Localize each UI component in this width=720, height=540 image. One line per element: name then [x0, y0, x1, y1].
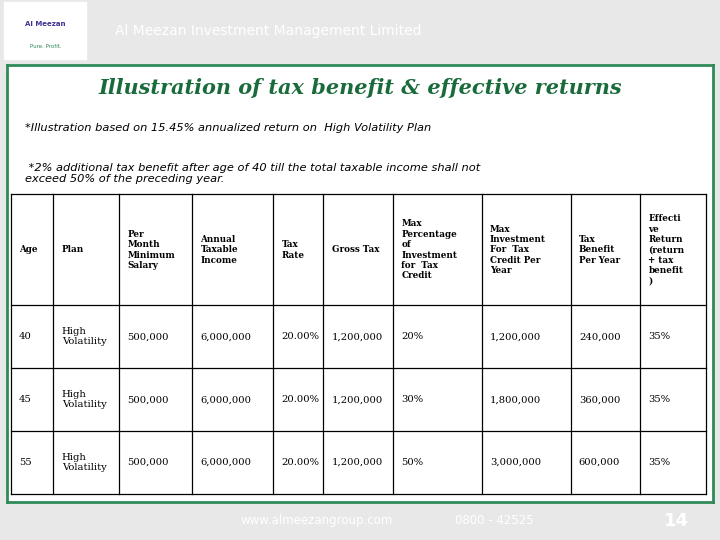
Text: 20.00%: 20.00%	[282, 395, 320, 404]
Text: High
Volatility: High Volatility	[62, 390, 107, 409]
Text: 40: 40	[19, 332, 32, 341]
Text: 1,200,000: 1,200,000	[490, 332, 541, 341]
Text: 6,000,000: 6,000,000	[201, 395, 251, 404]
Text: Max
Percentage
of
Investment
for  Tax
Credit: Max Percentage of Investment for Tax Cre…	[401, 219, 457, 280]
Text: Al Meezan Investment Management Limited: Al Meezan Investment Management Limited	[115, 24, 422, 38]
Text: 14: 14	[665, 511, 689, 530]
Bar	[4, 2, 86, 59]
Text: 500,000: 500,000	[127, 332, 168, 341]
Text: Gross Tax: Gross Tax	[332, 245, 379, 254]
Text: 45: 45	[19, 395, 32, 404]
Text: Max
Investment
For  Tax
Credit Per
Year: Max Investment For Tax Credit Per Year	[490, 225, 546, 275]
Text: *Illustration based on 15.45% annualized return on  High Volatility Plan: *Illustration based on 15.45% annualized…	[25, 123, 431, 133]
Text: Illustration of tax benefit & effective returns: Illustration of tax benefit & effective …	[98, 78, 622, 98]
Text: Tax
Rate: Tax Rate	[282, 240, 305, 260]
Text: 6,000,000: 6,000,000	[201, 458, 251, 467]
Text: 500,000: 500,000	[127, 458, 168, 467]
Text: 20.00%: 20.00%	[282, 458, 320, 467]
Text: 1,200,000: 1,200,000	[332, 332, 383, 341]
Text: Effecti
ve
Return
(return
+ tax
benefit
): Effecti ve Return (return + tax benefit …	[648, 214, 685, 286]
Text: www.almeezangroup.com: www.almeezangroup.com	[240, 514, 393, 527]
Text: Annual
Taxable
Income: Annual Taxable Income	[201, 235, 238, 265]
Text: 1,200,000: 1,200,000	[332, 395, 383, 404]
Text: 1,200,000: 1,200,000	[332, 458, 383, 467]
Text: 240,000: 240,000	[579, 332, 621, 341]
Text: 20%: 20%	[401, 332, 423, 341]
Text: Al Meezan: Al Meezan	[25, 21, 66, 26]
Text: 600,000: 600,000	[579, 458, 620, 467]
Text: 360,000: 360,000	[579, 395, 620, 404]
Text: 50%: 50%	[401, 458, 423, 467]
Text: Per
Month
Minimum
Salary: Per Month Minimum Salary	[127, 230, 175, 270]
Text: 6,000,000: 6,000,000	[201, 332, 251, 341]
Text: 55: 55	[19, 458, 32, 467]
Text: 20.00%: 20.00%	[282, 332, 320, 341]
Text: High
Volatility: High Volatility	[62, 453, 107, 472]
Text: 500,000: 500,000	[127, 395, 168, 404]
Text: 35%: 35%	[648, 458, 670, 467]
Text: Plan: Plan	[62, 245, 84, 254]
Text: 35%: 35%	[648, 395, 670, 404]
Text: 35%: 35%	[648, 332, 670, 341]
Text: *2% additional tax benefit after age of 40 till the total taxable income shall n: *2% additional tax benefit after age of …	[25, 163, 480, 184]
Text: 30%: 30%	[401, 395, 423, 404]
Text: High
Volatility: High Volatility	[62, 327, 107, 347]
Text: Age: Age	[19, 245, 37, 254]
Text: 3,000,000: 3,000,000	[490, 458, 541, 467]
Text: Pure. Profit.: Pure. Profit.	[30, 44, 61, 49]
Text: 0800 - 42525: 0800 - 42525	[455, 514, 534, 527]
Text: Tax
Benefit
Per Year: Tax Benefit Per Year	[579, 235, 620, 265]
Text: 1,800,000: 1,800,000	[490, 395, 541, 404]
